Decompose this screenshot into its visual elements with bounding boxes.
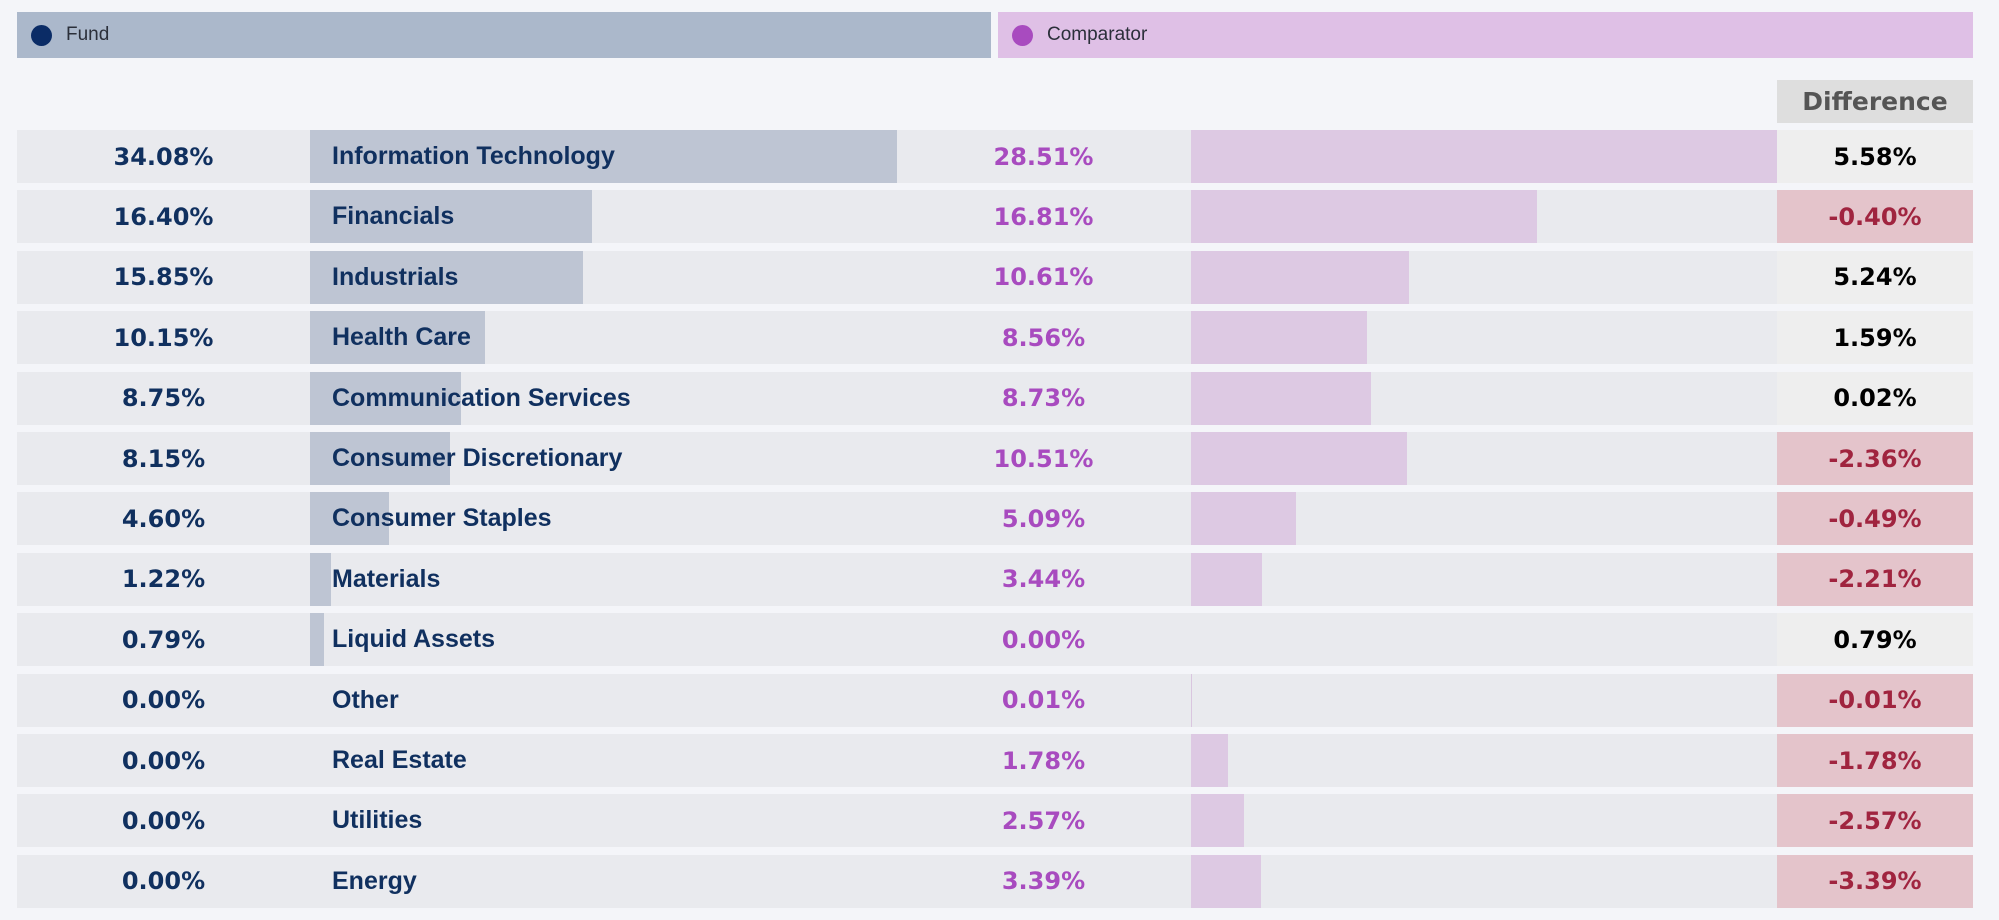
table-row: 8.75% Communication Services 8.73% 0.02% [17,371,1973,425]
sector-label: Information Technology [332,142,615,170]
comparator-value: 3.39% [1001,867,1086,896]
table-row: 8.15% Consumer Discretionary 10.51% -2.36% [17,432,1973,485]
sector-label: Health Care [332,323,471,352]
comparator-bar [1191,190,1538,244]
difference-value: -0.01% [1777,673,1973,727]
difference-value: -2.21% [1777,552,1973,606]
table-row: 10.15% Health Care 8.56% 1.59% [17,311,1973,365]
table-row: 0.00% Real Estate 1.78% -1.78% [17,734,1973,787]
comparator-bar [1191,371,1371,425]
fund-value: 34.08% [113,142,214,171]
difference-value: -3.39% [1777,854,1973,908]
sector-label: Real Estate [332,746,467,774]
comparator-bar [1191,311,1368,365]
comparator-value: 5.09% [1001,504,1086,533]
comparator-value: 16.81% [993,202,1094,231]
comparator-bar [1191,552,1262,606]
table-row: 0.00% Utilities 2.57% -2.57% [17,794,1973,848]
difference-value: -1.78% [1777,734,1973,787]
comparator-bar [1191,854,1261,908]
row-background [17,794,1777,848]
table-row: 4.60% Consumer Staples 5.09% -0.49% [17,492,1973,546]
sector-label: Financials [332,202,455,231]
fund-bar [310,492,390,546]
table-row: 15.85% Industrials 10.61% 5.24% [17,250,1973,304]
comparator-bar [1191,794,1244,848]
sector-label: Other [332,685,399,714]
difference-value: 5.58% [1777,130,1973,183]
legend-comparator-label: Comparator [1047,24,1148,45]
fund-value: 0.00% [121,746,206,775]
comparator-value: 28.51% [993,142,1094,171]
comparator-bar [1191,673,1192,727]
comparator-value: 8.56% [1001,323,1086,352]
fund-value: 15.85% [113,263,214,292]
fund-bar [310,613,324,667]
fund-bar [310,311,485,365]
comparator-bar [1191,492,1296,546]
fund-bar [310,130,897,183]
difference-value: -2.36% [1777,432,1973,485]
table-row: 0.00% Other 0.01% -0.01% [17,673,1973,727]
fund-value: 0.00% [121,686,206,715]
fund-bar [310,371,461,425]
comparator-value: 10.61% [993,263,1094,292]
fund-value: 0.00% [121,867,206,896]
table-row: 0.00% Energy 3.39% -3.39% [17,854,1973,908]
comparator-value: 2.57% [1001,806,1086,835]
difference-value: -0.49% [1777,492,1973,546]
comparator-value: 8.73% [1001,384,1086,413]
difference-header: Difference [1777,80,1973,123]
sector-label: Communication Services [332,383,631,412]
sector-label: Industrials [332,262,459,291]
difference-value: 5.24% [1777,250,1973,304]
legend-fund-label: Fund [66,24,110,45]
fund-value: 1.22% [121,565,206,594]
table-row: 34.08% Information Technology 28.51% 5.58% [17,130,1973,183]
table-row: 1.22% Materials 3.44% -2.21% [17,552,1973,606]
comparator-value: 0.01% [1001,686,1086,715]
comparator-bar [1191,130,1778,183]
comparator-value: 1.78% [1001,746,1086,775]
table-row: 16.40% Financials 16.81% -0.40% [17,190,1973,244]
fund-bar [310,432,451,485]
comparator-bar [1191,432,1408,485]
difference-value: 0.79% [1777,613,1973,667]
sector-label: Energy [332,866,417,895]
fund-value: 4.60% [121,504,206,533]
fund-value: 16.40% [113,202,214,231]
fund-dot-icon [31,24,52,46]
row-background [17,734,1777,787]
fund-value: 8.15% [121,444,206,473]
row-background [17,673,1777,727]
difference-value: -2.57% [1777,794,1973,848]
comparator-dot-icon [1012,24,1033,46]
fund-value: 10.15% [113,323,214,352]
comparator-value: 0.00% [1001,625,1086,654]
fund-value: 0.00% [121,806,206,835]
row-background [17,854,1777,908]
comparator-value: 10.51% [993,444,1094,473]
sector-label: Consumer Discretionary [332,444,623,472]
legend-fund[interactable]: Fund [17,12,991,58]
difference-value: 0.02% [1777,371,1973,425]
comparator-bar [1191,734,1228,787]
difference-value: -0.40% [1777,190,1973,244]
fund-bar [310,190,593,244]
sector-label: Materials [332,564,441,593]
fund-value: 0.79% [121,625,206,654]
fund-bar [310,552,331,606]
sector-label: Consumer Staples [332,504,552,533]
sector-label: Utilities [332,806,423,835]
legend-comparator[interactable]: Comparator [998,12,1973,58]
comparator-value: 3.44% [1001,565,1086,594]
table-row: 0.79% Liquid Assets 0.00% 0.79% [17,613,1973,667]
difference-value: 1.59% [1777,311,1973,365]
comparator-bar [1191,250,1410,304]
sector-label: Liquid Assets [332,625,495,654]
fund-bar [310,250,583,304]
fund-value: 8.75% [121,384,206,413]
